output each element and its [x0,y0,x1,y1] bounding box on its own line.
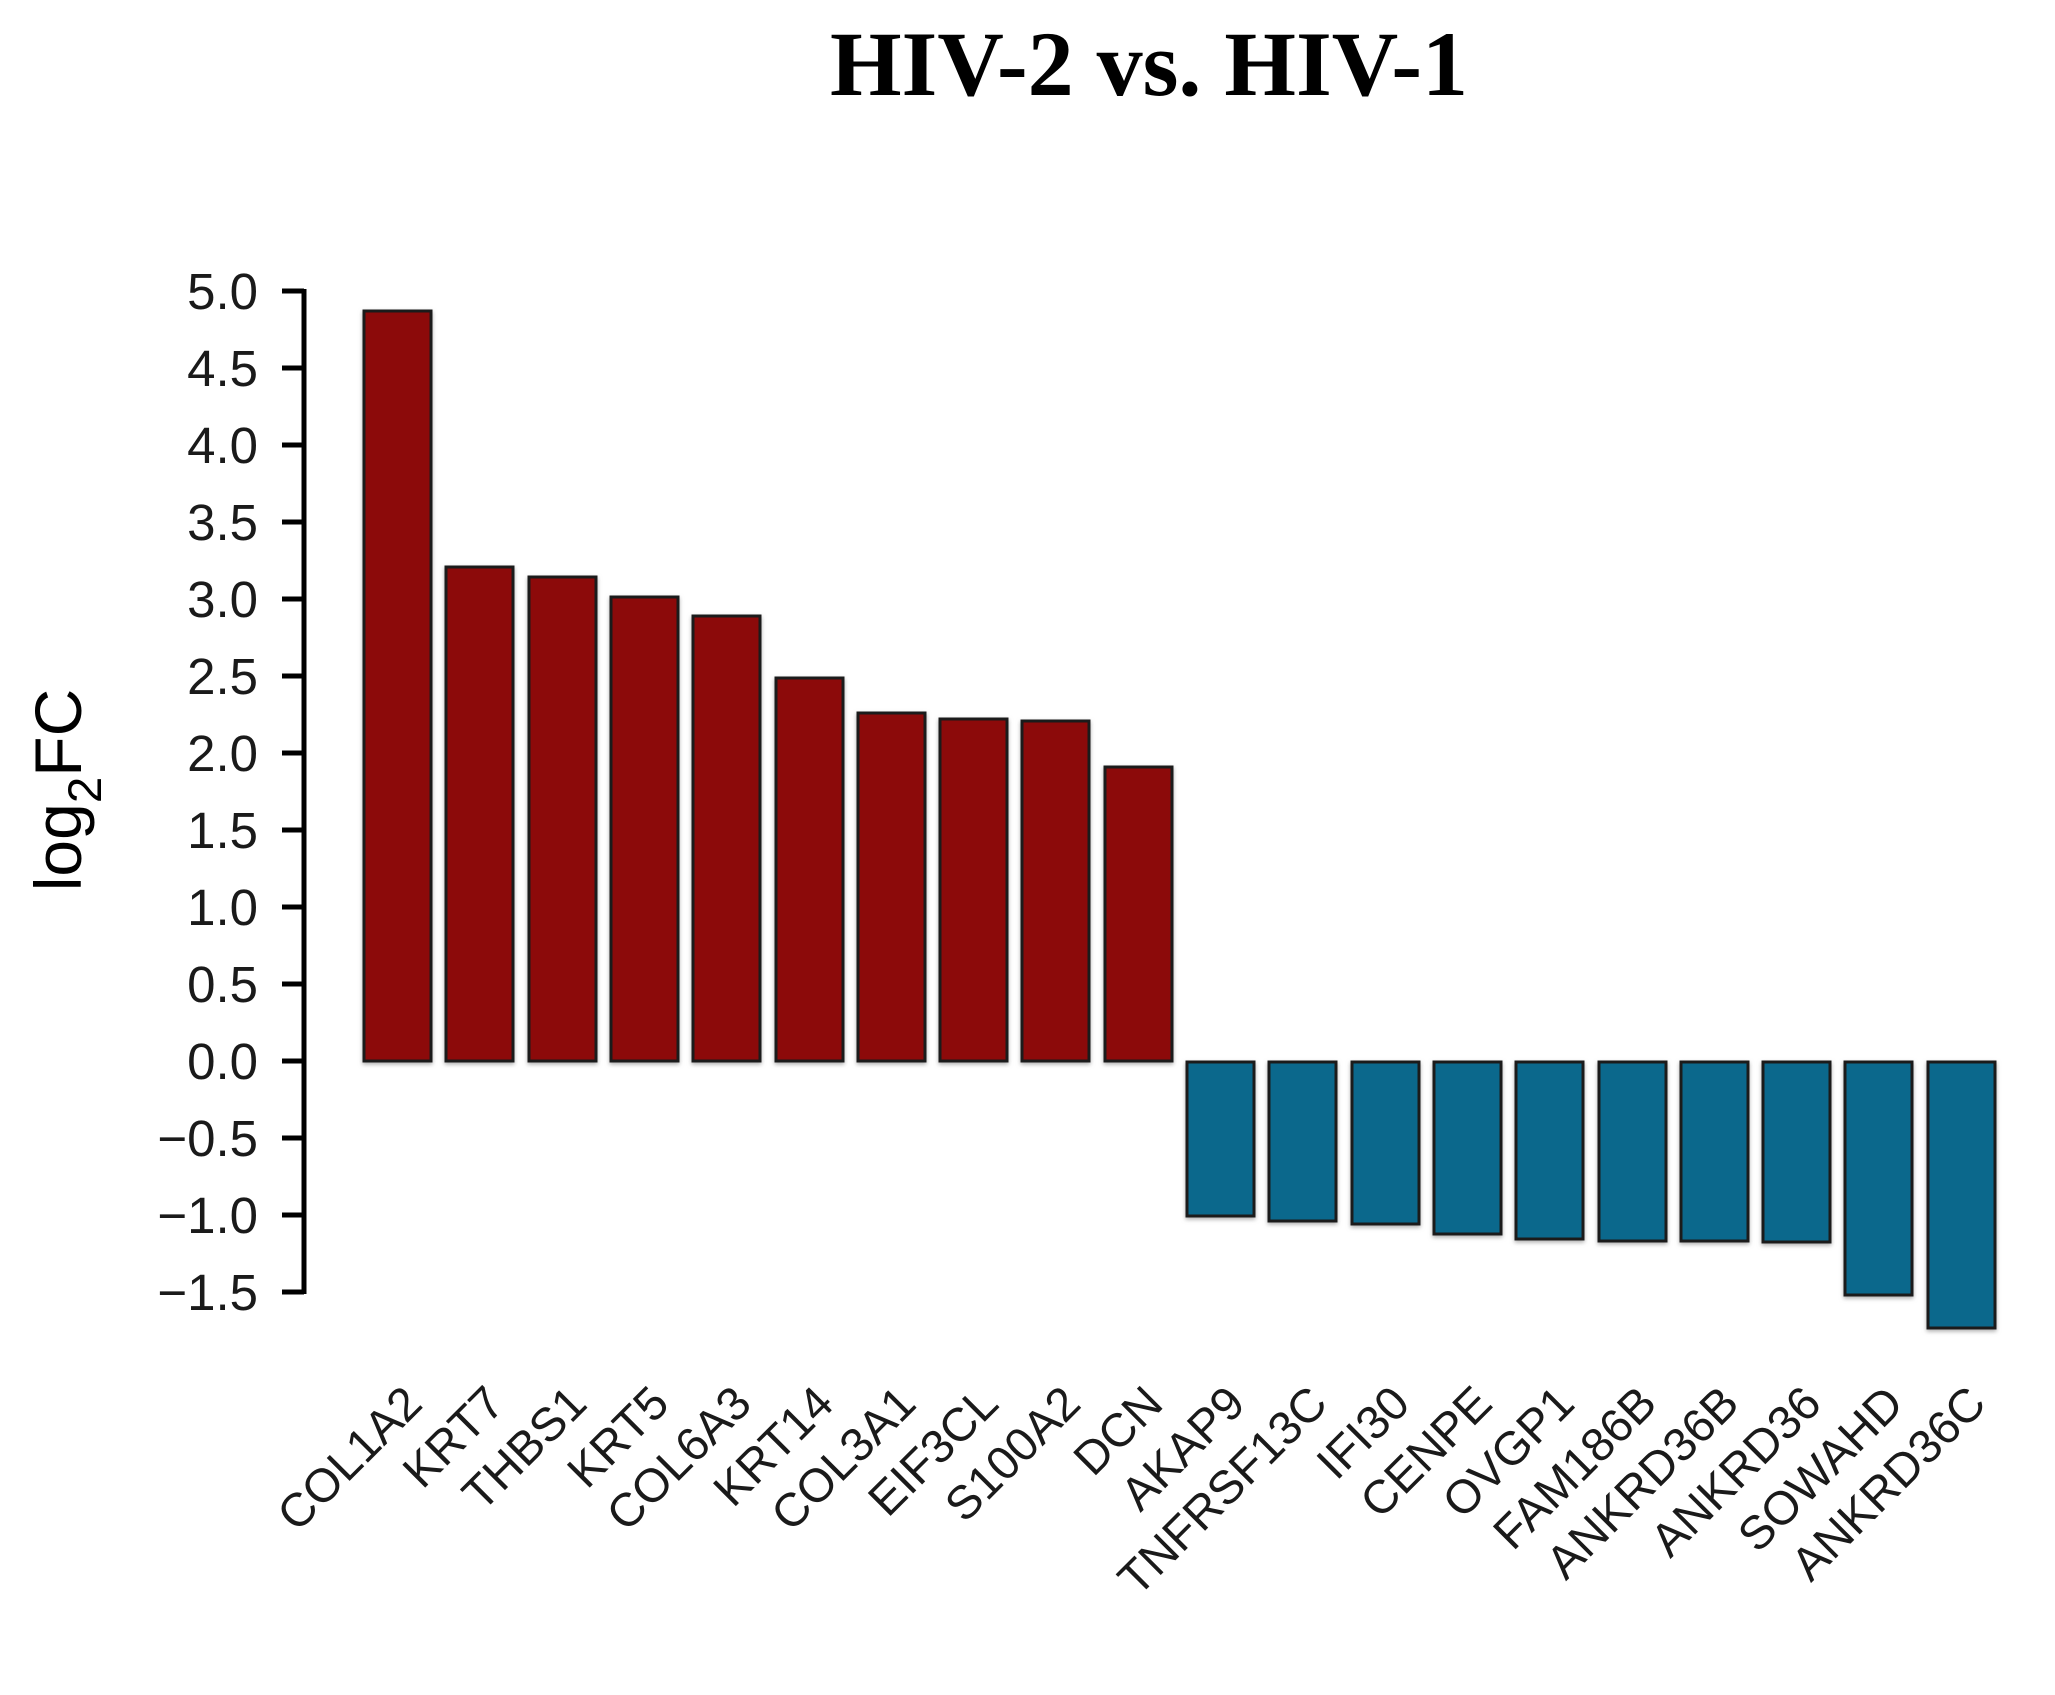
bar-S100A2 [1020,719,1091,1063]
y-tick-label: 2.0 [187,725,258,782]
bar-FAM186B [1597,1060,1668,1243]
bar-KRT14 [774,676,845,1063]
y-tick-label: 3.5 [187,494,258,551]
y-tick-label: 1.5 [187,802,258,859]
y-tick-label: 0.5 [187,956,258,1013]
bar-CENPE [1432,1060,1503,1236]
bar-OVGP1 [1514,1060,1585,1241]
bar-AKAP9 [1185,1060,1256,1218]
y-tick-label: 3.0 [187,571,258,628]
bar-DCN [1103,765,1174,1063]
y-tick-label: 5.0 [187,263,258,320]
bar-IFI30 [1350,1060,1421,1226]
bar-ANKRD36C [1926,1060,1997,1330]
bar-ANKRD36B [1679,1060,1750,1243]
y-tick-label: 4.0 [187,417,258,474]
y-tick-label: 4.5 [187,340,258,397]
y-tick-label: −0.5 [157,1110,258,1167]
y-tick-label: 0.0 [187,1033,258,1090]
bar-TNFRSF13C [1267,1060,1338,1223]
bar-ANKRD36 [1761,1060,1832,1244]
bar-COL6A3 [691,614,762,1063]
y-tick-label: −1.5 [157,1264,258,1321]
chart-title: HIV-2 vs. HIV-1 [829,13,1469,115]
bar-KRT5 [609,595,680,1063]
bar-COL1A2 [362,309,433,1063]
y-tick-label: −1.0 [157,1187,258,1244]
y-tick-label: 1.0 [187,879,258,936]
bar-COL3A1 [856,711,927,1063]
bar-THBS1 [527,575,598,1063]
bar-EIF3CL [938,717,1009,1063]
bar-SOWAHD [1843,1060,1914,1297]
bar-KRT7 [444,565,515,1063]
y-tick-label: 2.5 [187,648,258,705]
